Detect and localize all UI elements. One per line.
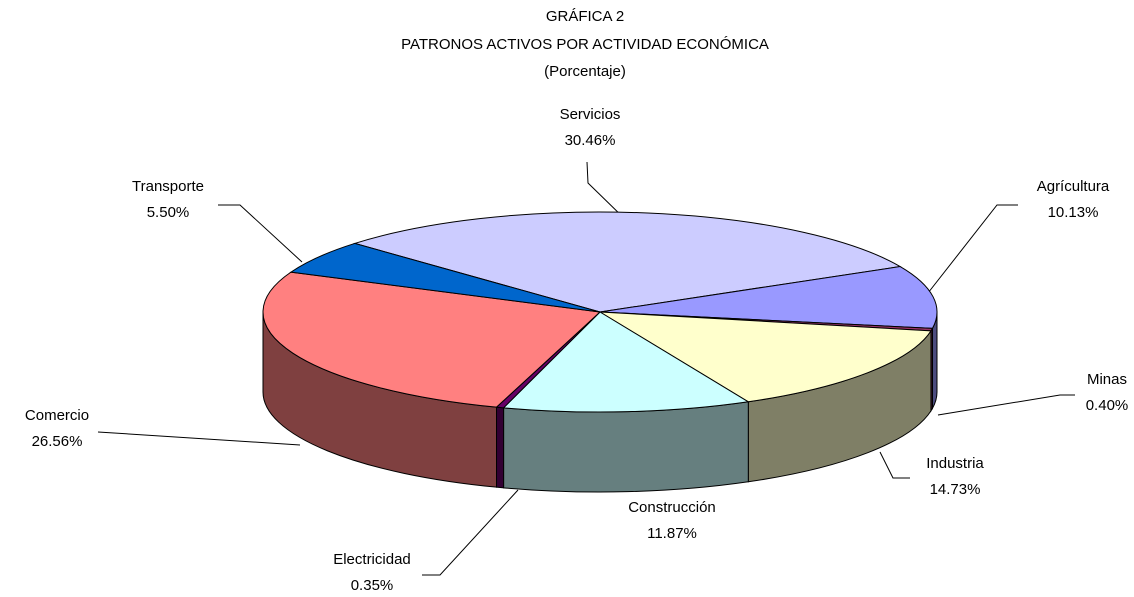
chart-note: (Porcentaje) xyxy=(544,63,626,80)
leader-line xyxy=(97,431,301,446)
slice-label: Electricidad xyxy=(333,551,411,568)
leader-line xyxy=(927,204,1018,294)
pie xyxy=(262,211,938,493)
slice-label: Industria xyxy=(926,455,984,472)
slice-label: Comercio xyxy=(25,407,89,424)
slice xyxy=(599,311,932,403)
chart-subtitle: PATRONOS ACTIVOS POR ACTIVIDAD ECONÓMICA xyxy=(401,36,769,53)
leader-line xyxy=(422,489,519,576)
slice-label: Minas xyxy=(1087,371,1127,388)
slice-value-label: 26.56% xyxy=(32,433,83,450)
leader-line xyxy=(218,204,303,263)
slice xyxy=(262,271,602,408)
slice-value-label: 10.13% xyxy=(1048,204,1099,221)
slice-side xyxy=(496,406,505,489)
slice-value-label: 14.73% xyxy=(930,481,981,498)
slice xyxy=(599,266,938,329)
slice-label: Transporte xyxy=(132,178,204,195)
slice xyxy=(502,311,750,413)
slice-side xyxy=(503,401,749,493)
leader-lines xyxy=(97,161,1075,576)
leader-line xyxy=(879,451,910,479)
chart-title: GRÁFICA 2 xyxy=(546,8,624,25)
slice-value-label: 0.35% xyxy=(351,577,394,594)
slice-label: Servicios xyxy=(560,106,621,123)
slice-value-label: 5.50% xyxy=(147,204,190,221)
leader-line xyxy=(586,161,629,223)
slice-value-label: 11.87% xyxy=(647,525,697,542)
slice xyxy=(289,242,601,313)
slice-value-label: 30.46% xyxy=(565,132,616,149)
slice-value-label: 0.40% xyxy=(1086,397,1129,414)
slice-label: Construcción xyxy=(628,499,716,516)
leader-line xyxy=(937,394,1075,416)
slice-label: Agrícultura xyxy=(1037,178,1110,195)
